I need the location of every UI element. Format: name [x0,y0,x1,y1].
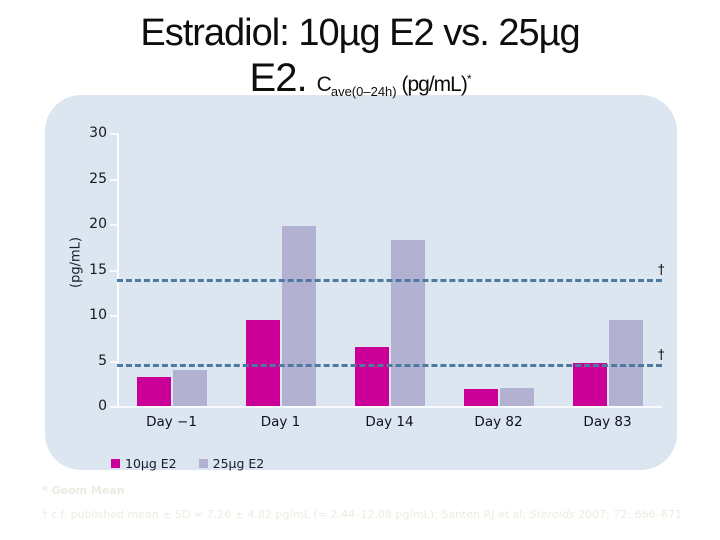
y-tick-label: 20 [89,216,107,232]
bar-25µg-E2-4 [499,387,534,406]
journal-name: Steroids [529,508,575,521]
title-line-1: Estradiol: 10µg E2 vs. 25µg [140,12,580,54]
chart-panel: (pg/mL) 10µg E2 25µg E2 0 5 10 15 20 25 30 Day −… [45,95,677,471]
bar-10µg-E2-2 [245,319,280,406]
x-axis-label: Day 14 [365,414,414,430]
legend-label: 10µg E2 [125,456,177,471]
reference-line-1 [117,279,662,283]
legend-item-10µg-E2: 10µg E2 [111,456,177,471]
y-tick-mark [110,178,117,181]
title-cave-c: C [316,73,332,96]
title-cave-subscript: ave(0–24h) [330,84,397,100]
chart-legend: 10µg E2 25µg E2 [111,456,264,471]
y-axis-line [117,133,119,408]
bar-25µg-E2-2 [281,225,316,406]
x-axis-line [117,406,662,408]
footnotes: * Geom Mean † c.f. published mean ± SD =… [42,480,702,526]
legend-swatch [198,459,208,468]
bar-25µg-E2-5 [608,320,643,406]
bar-10µg-E2-3 [354,346,389,406]
y-tick-label: 25 [89,170,107,187]
footnote-geom-mean: * Geom Mean [42,484,125,497]
y-tick-label: 15 [89,261,107,278]
x-axis-label: Day 83 [583,414,632,430]
bar-25µg-E2-1 [172,369,207,406]
legend-item-25µg-E2: 25µg E2 [198,456,265,471]
dagger-marker-1: † [658,263,665,279]
y-tick-mark [110,360,117,363]
bar-10µg-E2-1 [136,376,171,406]
x-axis-label: Day 1 [260,414,301,430]
y-tick-mark [110,224,117,226]
title-line-2: E2. Cave(0–24h) (pg/mL)* [0,56,720,114]
x-axis-label: Day −1 [146,414,197,430]
bar-25µg-E2-3 [390,240,425,406]
title-asterisk: * [466,72,472,86]
y-tick-label: 0 [98,398,107,414]
footnote-reference: † c.f. published mean ± SD = 7.26 ± 4.82… [42,508,683,521]
y-tick-mark [110,406,117,408]
bar-10µg-E2-5 [572,363,607,406]
slide-title: Estradiol: 10µg E2 vs. 25µg E2. Cave(0–2… [0,10,720,114]
legend-label: 25µg E2 [212,456,265,471]
reference-line-2 [117,364,662,368]
title-units: (pg/mL) [396,73,467,96]
legend-swatch [111,459,120,468]
y-tick-mark [110,269,117,272]
dagger-marker-2: † [658,348,665,364]
bar-10µg-E2-4 [463,388,498,406]
y-tick-mark [110,133,117,135]
x-axis-label: Day 82 [474,414,523,430]
title-e2: E2. [249,56,317,100]
y-tick-label: 5 [98,352,107,369]
y-tick-label: 30 [89,125,107,141]
y-tick-mark [110,315,117,317]
y-tick-label: 10 [89,307,107,323]
